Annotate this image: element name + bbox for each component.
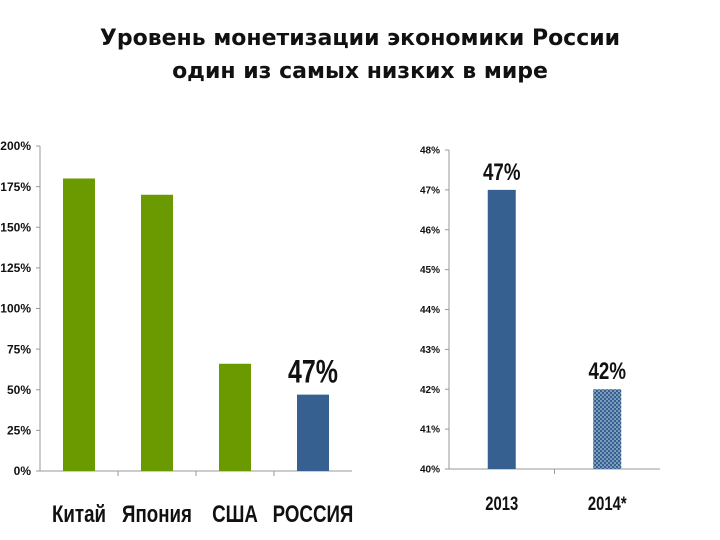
y-tick-label: 41% xyxy=(420,425,440,436)
page-title: Уровень монетизации экономики России оди… xyxy=(0,22,720,88)
bar xyxy=(63,178,95,471)
bar xyxy=(141,194,173,471)
data-label: 47% xyxy=(288,355,338,391)
x-category-label: 2013 xyxy=(485,493,518,514)
y-tick-label: 50% xyxy=(7,383,31,397)
y-tick-label: 44% xyxy=(420,305,440,316)
y-tick-label: 100% xyxy=(0,302,31,316)
bar xyxy=(297,394,329,471)
title-line-1: Уровень монетизации экономики России xyxy=(99,26,621,51)
x-category-label: Китай xyxy=(52,501,106,528)
y-tick-label: 42% xyxy=(420,385,440,396)
y-tick-label: 43% xyxy=(420,345,440,356)
bar xyxy=(487,189,516,469)
y-tick-label: 75% xyxy=(7,342,31,356)
y-tick-label: 45% xyxy=(420,265,440,276)
y-tick-label: 48% xyxy=(420,146,440,157)
y-tick-label: 125% xyxy=(0,261,31,275)
y-tick-label: 200% xyxy=(0,139,31,153)
y-tick-label: 0% xyxy=(14,464,32,478)
x-category-label: Япония xyxy=(122,501,192,528)
y-tick-label: 25% xyxy=(7,424,31,438)
y-tick-label: 150% xyxy=(0,220,31,234)
y-tick-label: 47% xyxy=(420,185,440,196)
bar xyxy=(219,363,251,471)
title-line-2: один из самых низких в мире xyxy=(172,59,548,84)
data-label: 42% xyxy=(589,358,626,385)
x-category-label: РОССИЯ xyxy=(273,501,354,528)
x-category-label: 2014* xyxy=(588,493,627,514)
bar xyxy=(593,389,622,469)
y-tick-label: 40% xyxy=(420,465,440,476)
y-tick-label: 175% xyxy=(0,180,31,194)
x-category-label: США xyxy=(212,501,258,528)
y-tick-label: 46% xyxy=(420,225,440,236)
data-label: 47% xyxy=(483,159,520,186)
